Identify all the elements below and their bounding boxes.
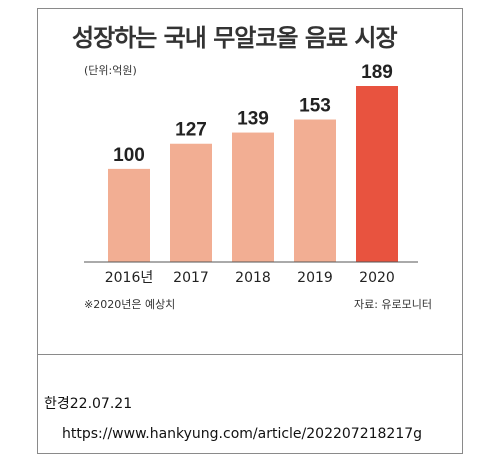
bar-2 [232,132,274,262]
source-note: 자료: 유로모니터 [353,298,432,311]
caption-date: 한경22.07.21 [44,396,133,412]
tick-label-3: 2019 [297,270,333,286]
caption-divider [37,354,463,355]
value-label-0: 100 [113,145,145,166]
value-labels-group: 100 127 139 153 189 [113,62,393,166]
value-label-2: 139 [237,109,269,130]
figure-frame [37,8,463,454]
footnote: ※2020년은 예상치 [84,298,176,311]
tick-label-1: 2017 [173,270,209,286]
tick-labels-group: 2016년 2017 2018 2019 2020 [105,270,395,286]
bar-0 [108,168,150,262]
tick-label-2: 2018 [235,270,271,286]
bar-4 [356,86,398,262]
unit-label: (단위:억원) [84,64,137,77]
bars-group [108,86,398,263]
bar-1 [170,143,212,262]
value-label-3: 153 [299,96,331,117]
value-label-1: 127 [175,120,207,141]
tick-label-4: 2020 [359,270,395,286]
value-label-4: 189 [361,62,393,83]
bar-3 [294,119,336,263]
caption-url[interactable]: https://www.hankyung.com/article/2022072… [62,426,423,442]
tick-label-0: 2016년 [105,270,154,286]
chart-title: 성장하는 국내 무알코올 음료 시장 [72,24,398,52]
